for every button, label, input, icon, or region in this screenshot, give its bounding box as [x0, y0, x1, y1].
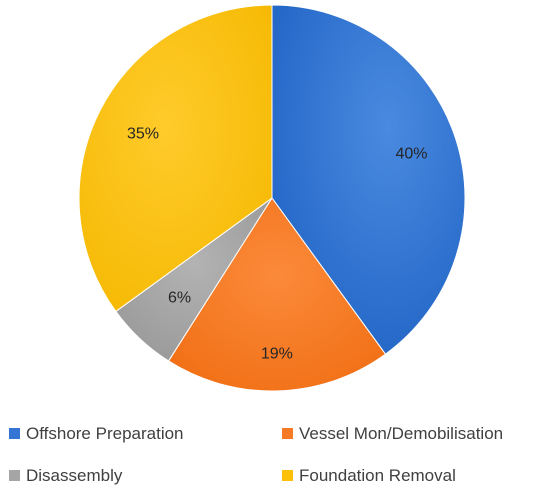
legend-label: Disassembly — [26, 466, 123, 485]
data-label-offshore-preparation: 40% — [395, 146, 427, 163]
legend-label: Offshore Preparation — [26, 424, 184, 443]
pie-data-labels: 40% 19% 6% 35% — [127, 125, 428, 362]
legend-label: Vessel Mon/Demobilisation — [299, 424, 503, 443]
legend-item-disassembly: Disassembly — [9, 466, 123, 485]
legend-item-offshore-preparation: Offshore Preparation — [9, 424, 184, 443]
legend-swatch — [9, 428, 20, 439]
legend: Offshore Preparation Vessel Mon/Demobilis… — [9, 424, 503, 485]
data-label-disassembly: 6% — [168, 289, 191, 306]
legend-swatch — [9, 470, 20, 481]
legend-item-foundation-removal: Foundation Removal — [282, 466, 456, 485]
legend-item-vessel-mon-demobilisation: Vessel Mon/Demobilisation — [282, 424, 503, 443]
pie-slices — [78, 4, 466, 392]
pie-slice-offshore-preparation — [271, 4, 466, 355]
legend-swatch — [282, 428, 293, 439]
data-label-vessel-mon-demobilisation: 19% — [261, 345, 293, 362]
data-label-foundation-removal: 35% — [127, 125, 159, 142]
pie-slice-vessel-mon-demobilisation — [167, 197, 387, 392]
pie-slice-foundation-removal — [78, 4, 273, 313]
legend-label: Foundation Removal — [299, 466, 456, 485]
legend-swatch — [282, 470, 293, 481]
